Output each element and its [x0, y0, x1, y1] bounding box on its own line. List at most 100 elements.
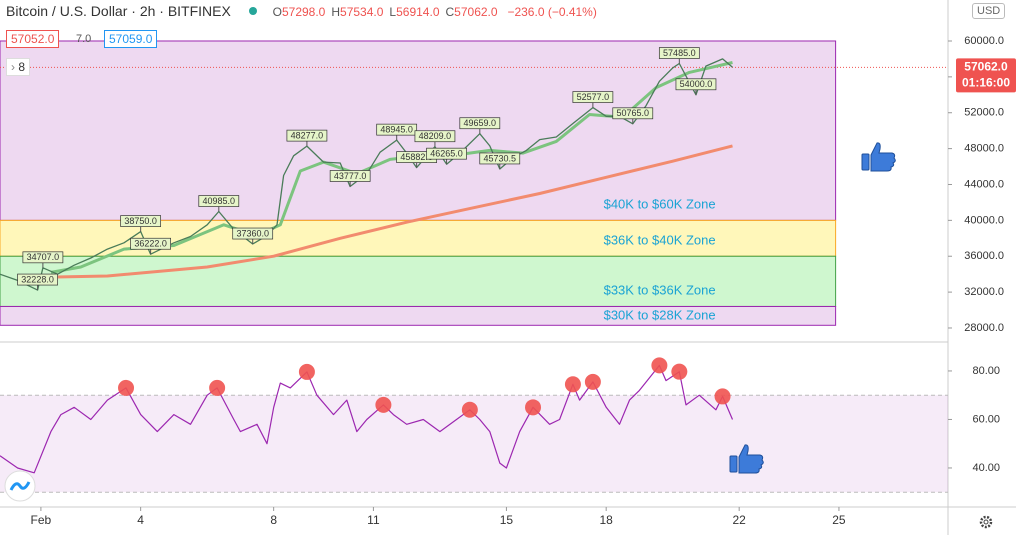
x-tick-label: 8: [270, 513, 277, 527]
y-tick-label: 60000.0: [964, 35, 1004, 47]
x-tick-label: 4: [137, 513, 144, 527]
y-tick-label: 44000.0: [964, 178, 1004, 190]
annotation-box: [414, 130, 456, 143]
annotation-box: [376, 123, 418, 136]
ohlc-key: H: [331, 5, 341, 19]
annotation-label: 49659.0: [464, 118, 497, 128]
ohlc-key: L: [389, 5, 397, 19]
x-tick-label: 18: [599, 513, 613, 527]
annotation-label: 48209.0: [419, 131, 452, 141]
last-price-box: [956, 58, 1016, 93]
annotation-box: [232, 227, 274, 240]
annotation-label: 45882.0: [400, 152, 433, 162]
legend: Bitcoin / U.S. Dollar · 2h · BITFINEX O5…: [6, 3, 597, 19]
ohlc: O57298.0 H57534.0 L56914.0 C57062.0: [273, 5, 504, 19]
indicators-toggle[interactable]: › 8: [6, 58, 31, 76]
indicator-count: 8: [18, 60, 26, 74]
currency-label[interactable]: USD: [972, 3, 1006, 19]
annotation-label: 40985.0: [203, 196, 236, 206]
icon-part: [870, 142, 896, 172]
annotation-box: [120, 215, 162, 227]
annotation-box: [22, 251, 64, 264]
zone-label: $36K to $40K Zone: [604, 232, 716, 247]
rsi-dot: [118, 379, 135, 396]
x-tick-label: 22: [733, 513, 747, 527]
bid-button[interactable]: 57052.0: [6, 30, 60, 48]
rsi-dot: [564, 376, 581, 393]
zone-label: $33K to $36K Zone: [604, 283, 716, 298]
gear-hole: [983, 519, 989, 525]
annotation-label: 48945.0: [380, 125, 413, 135]
rsi-dot: [671, 363, 688, 380]
y-tick-label: 36000.0: [964, 250, 1004, 262]
annotation-label: 46265.0: [430, 149, 463, 159]
logo: [4, 470, 36, 502]
annotation-box: [459, 117, 501, 130]
annotation-label: 48277.0: [291, 131, 324, 141]
icon-part: [738, 444, 764, 474]
annotation-label: 50765.0: [617, 108, 650, 118]
annotation-label: 37360.0: [236, 228, 269, 238]
annotation-box: [572, 91, 614, 103]
y-tick-label: 40.00: [972, 462, 1000, 474]
y-tick-label: 80.00: [972, 365, 1000, 377]
countdown: 01:16:00: [962, 76, 1010, 90]
rsi-dot: [714, 388, 731, 405]
annotation-box: [17, 273, 58, 286]
last-price-label: 57062.0: [964, 60, 1008, 74]
logo-wave: [9, 481, 31, 491]
annotation-label: 52577.0: [577, 92, 610, 102]
x-tick-label: 15: [500, 513, 514, 527]
icon-part: [729, 455, 738, 473]
rsi-dot: [375, 396, 392, 413]
annotation-label: 43777.0: [334, 171, 367, 181]
ohlc-value: 57534.0: [340, 5, 384, 19]
series-line: [17, 144, 733, 280]
zone-label: $30K to $28K Zone: [604, 307, 716, 322]
annotation-box: [612, 107, 654, 120]
annotation-box: [426, 147, 467, 160]
annotation-box: [130, 237, 171, 250]
rsi-dot: [298, 363, 315, 380]
annotation-label: 38750.0: [124, 216, 157, 226]
y-tick-label: 40000.0: [964, 214, 1004, 226]
thumbs-up-icon: [861, 142, 896, 172]
ohlc-key: C: [445, 5, 455, 19]
ask-button[interactable]: 57059.0: [104, 30, 158, 48]
y-tick-label: 52000.0: [964, 107, 1004, 119]
annotation-box: [329, 170, 371, 182]
rsi-dot: [584, 373, 601, 390]
annotation-box: [286, 129, 328, 142]
thumbs-up-icon: [729, 444, 764, 474]
settings-icon[interactable]: [979, 515, 993, 529]
y-tick-label: 48000.0: [964, 143, 1004, 155]
annotation-box: [198, 195, 240, 207]
ohlc-value: 56914.0: [396, 5, 440, 19]
annotation-label: 32228.0: [21, 274, 54, 284]
spread: 7.0: [76, 33, 92, 45]
y-tick-label: 60.00: [972, 413, 1000, 425]
annotation-box: [479, 152, 521, 165]
annotation-label: 36222.0: [134, 239, 167, 249]
annotation-label: 45730.5: [483, 153, 516, 163]
change: −236.0 (−0.41%): [507, 5, 597, 19]
rsi-dot: [209, 379, 226, 396]
x-tick-label: 25: [832, 513, 846, 527]
ohlc-key: O: [272, 5, 282, 19]
rsi-dot: [461, 401, 478, 418]
y-tick-label: 32000.0: [964, 286, 1004, 298]
x-tick-label: Feb: [31, 513, 52, 527]
annotation-label: 54000.0: [680, 79, 713, 89]
zone: [0, 255, 837, 307]
annotation-box: [675, 78, 717, 91]
annotation-box: [658, 47, 700, 59]
annotation-label: 57485.0: [663, 48, 696, 58]
annotation-label: 34707.0: [27, 252, 60, 262]
y-tick-label: 28000.0: [964, 322, 1004, 334]
ohlc-value: 57298.0: [281, 5, 326, 19]
zone-label: $40K to $60K Zone: [604, 197, 716, 212]
icon-part: [861, 153, 870, 171]
x-tick-label: 11: [367, 513, 380, 527]
